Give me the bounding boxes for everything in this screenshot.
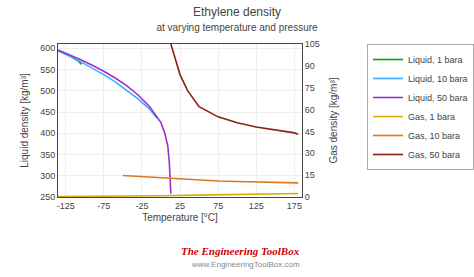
svg-text:75: 75 (213, 201, 223, 211)
svg-text:125: 125 (249, 201, 264, 211)
svg-text:25: 25 (175, 201, 185, 211)
svg-text:-75: -75 (97, 201, 110, 211)
svg-text:400: 400 (40, 128, 55, 138)
svg-text:30: 30 (305, 148, 315, 158)
svg-text:Ethylene densityat varying tem: Ethylene densityat varying temperature a… (156, 5, 318, 34)
svg-text:Gas, 50 bara: Gas, 50 bara (408, 150, 460, 160)
svg-text:Liquid density [kg/m³]: Liquid density [kg/m³] (19, 73, 30, 168)
svg-text:75: 75 (305, 83, 315, 93)
svg-text:Liquid, 10 bara: Liquid, 10 bara (408, 74, 468, 84)
svg-text:105: 105 (305, 39, 320, 49)
svg-text:Gas, 10 bara: Gas, 10 bara (408, 131, 460, 141)
svg-text:15: 15 (305, 170, 315, 180)
svg-text:175: 175 (287, 201, 302, 211)
svg-text:550: 550 (40, 65, 55, 75)
svg-text:60: 60 (305, 105, 315, 115)
svg-text:90: 90 (305, 61, 315, 71)
svg-text:-125: -125 (57, 201, 75, 211)
svg-text:www.EngineeringToolBox.com: www.EngineeringToolBox.com (191, 260, 300, 269)
svg-text:Gas, 1 bara: Gas, 1 bara (408, 112, 455, 122)
svg-text:500: 500 (40, 86, 55, 96)
svg-text:300: 300 (40, 171, 55, 181)
svg-text:250: 250 (40, 192, 55, 202)
svg-text:0: 0 (305, 192, 310, 202)
svg-text:45: 45 (305, 127, 315, 137)
svg-text:600: 600 (40, 43, 55, 53)
svg-text:Liquid, 1 bara: Liquid, 1 bara (408, 55, 463, 65)
svg-text:The Engineering ToolBox: The Engineering ToolBox (181, 245, 300, 257)
svg-text:Liquid, 50 bara: Liquid, 50 bara (408, 93, 468, 103)
svg-text:Gas density [kg/m³]: Gas density [kg/m³] (328, 77, 339, 163)
svg-text:350: 350 (40, 150, 55, 160)
svg-text:450: 450 (40, 107, 55, 117)
svg-text:Temperature [°C]: Temperature [°C] (142, 212, 218, 223)
svg-text:-25: -25 (135, 201, 148, 211)
